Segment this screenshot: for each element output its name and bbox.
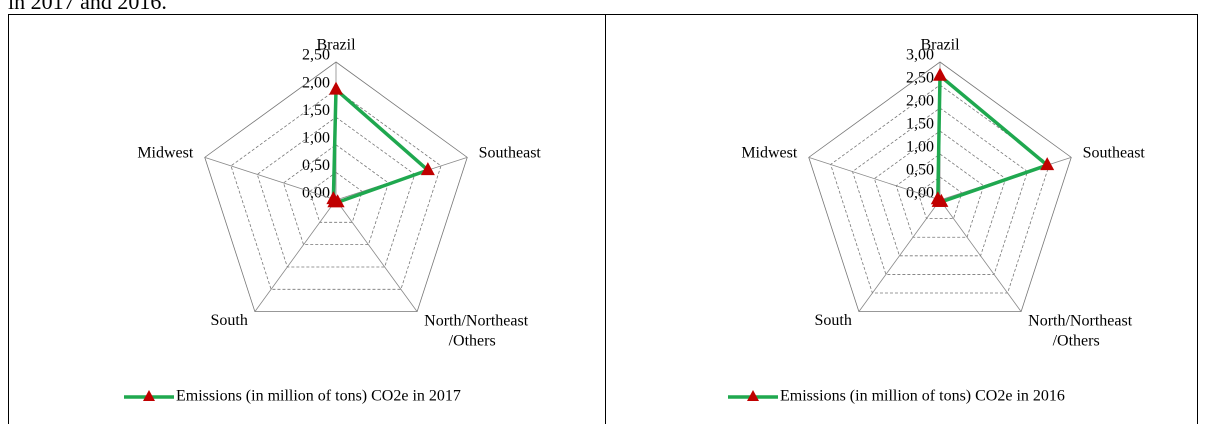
category-label-line: /Others — [1053, 332, 1100, 349]
grid-ring — [230, 89, 442, 290]
category-label-line: North/Northeast — [424, 312, 529, 329]
spoke — [808, 156, 941, 201]
r-tick-label: 2,00 — [906, 93, 934, 110]
legend-label: Emissions (in million of tons) CO2e in 2… — [780, 388, 1065, 405]
marker — [933, 67, 947, 81]
series-line — [936, 74, 1049, 204]
category-label: Midwest — [137, 144, 194, 161]
marker — [329, 81, 343, 95]
category-label: Midwest — [741, 144, 798, 161]
r-tick-label: 1,50 — [906, 116, 934, 133]
grid-ring — [873, 130, 1007, 257]
category-label-line: /Others — [449, 332, 496, 349]
panel-border — [605, 14, 1198, 424]
category-label: Brazil — [316, 37, 356, 54]
r-tick-label: 2,50 — [302, 47, 330, 64]
spoke — [254, 199, 337, 312]
grid-ring — [309, 171, 363, 223]
r-tick-label: 2,00 — [302, 74, 330, 91]
r-tick-label: 1,50 — [302, 102, 330, 119]
r-tick-label: 3,00 — [906, 47, 934, 64]
grid-ring — [256, 116, 416, 268]
r-tick-label: 0,50 — [302, 157, 330, 174]
r-tick-label: 1,00 — [906, 139, 934, 156]
category-label: Southeast — [479, 144, 542, 161]
grid-ring — [895, 153, 985, 238]
grid-ring — [852, 107, 1028, 275]
category-label: Southeast — [1083, 144, 1146, 161]
legend-label: Emissions (in million of tons) CO2e in 2… — [176, 388, 461, 405]
r-tick-label: 0,50 — [906, 162, 934, 179]
marker — [326, 191, 341, 205]
legend-marker — [143, 390, 155, 401]
category-label: Brazil — [920, 37, 960, 54]
marker — [1040, 157, 1055, 171]
spoke — [858, 199, 941, 312]
spoke — [939, 199, 1022, 312]
spoke — [335, 199, 418, 312]
grid-ring — [283, 144, 389, 246]
category-label: South — [814, 312, 851, 329]
grid-ring — [204, 61, 468, 313]
category-label: South — [210, 312, 247, 329]
grid-ring — [808, 61, 1072, 313]
grid-ring — [917, 176, 963, 220]
legend-marker — [747, 390, 759, 401]
r-tick-label: 2,50 — [906, 70, 934, 87]
category-label: North/Northeast/Others — [424, 312, 529, 349]
category-label-line: North/Northeast — [1028, 312, 1133, 329]
marker — [420, 162, 435, 176]
spoke — [204, 156, 337, 201]
marker — [930, 191, 945, 205]
caption: in 2017 and 2016. — [8, 0, 167, 14]
r-tick-label: 1,00 — [302, 129, 330, 146]
category-label: North/Northeast/Others — [1028, 312, 1133, 349]
